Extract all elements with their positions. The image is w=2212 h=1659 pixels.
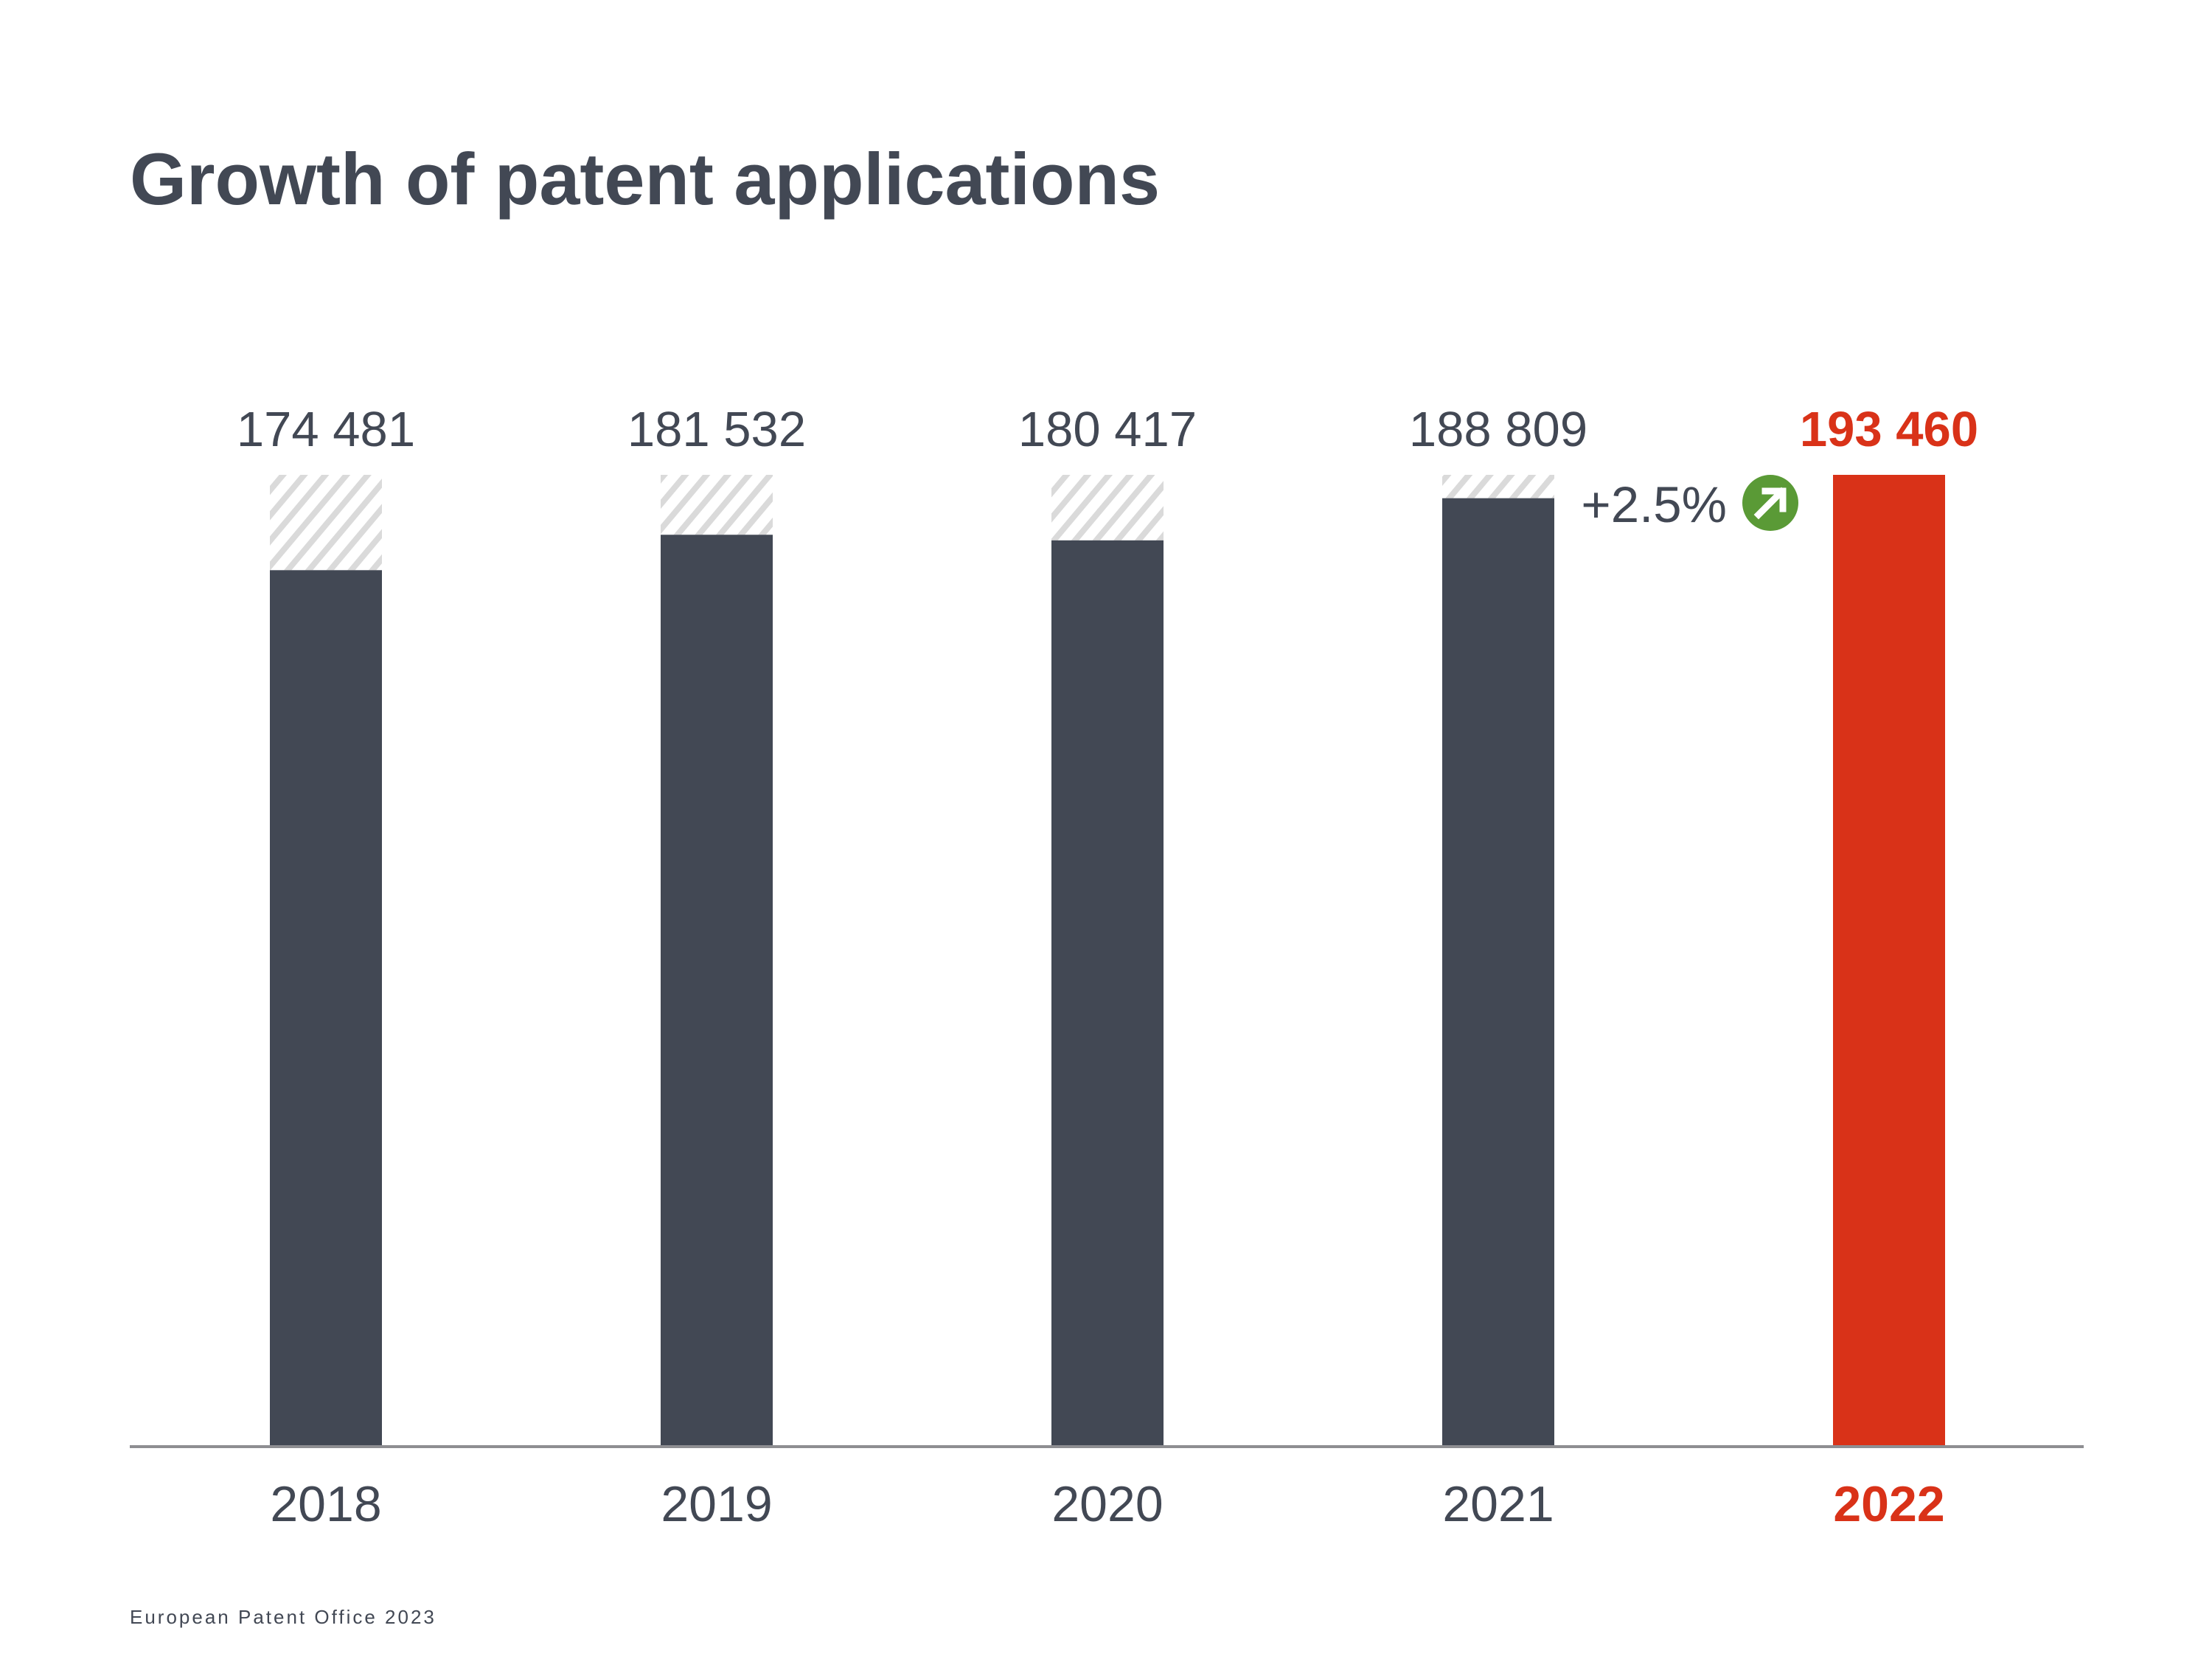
x-tick-label-2019: 2019 bbox=[661, 1476, 772, 1532]
value-label-2020: 180 417 bbox=[1018, 402, 1197, 457]
bar-2021 bbox=[1442, 498, 1554, 1447]
value-label-2021: 188 809 bbox=[1409, 402, 1587, 457]
source-footer: European Patent Office 2023 bbox=[130, 1606, 437, 1628]
x-tick-label-2018: 2018 bbox=[270, 1476, 381, 1532]
gap-hatch-2020 bbox=[1051, 475, 1164, 540]
x-tick-label-2022: 2022 bbox=[1833, 1476, 1944, 1532]
gap-hatch-2018 bbox=[270, 475, 382, 571]
growth-percentage-label: +2.5% bbox=[1581, 476, 1727, 533]
bar-2022 bbox=[1833, 475, 1945, 1447]
bar-2018 bbox=[270, 570, 382, 1447]
chart-title: Growth of patent applications bbox=[130, 138, 1161, 220]
x-tick-label-2021: 2021 bbox=[1442, 1476, 1554, 1532]
value-label-2019: 181 532 bbox=[627, 402, 806, 457]
value-label-2022: 193 460 bbox=[1800, 402, 1978, 457]
x-tick-label-2020: 2020 bbox=[1051, 1476, 1163, 1532]
arrow-up-right-icon bbox=[1742, 475, 1798, 531]
value-label-2018: 174 481 bbox=[237, 402, 415, 457]
bar-2019 bbox=[661, 535, 773, 1447]
gap-hatch-2021 bbox=[1442, 475, 1554, 498]
bar-2020 bbox=[1051, 540, 1164, 1447]
gap-hatch-2019 bbox=[661, 475, 773, 535]
